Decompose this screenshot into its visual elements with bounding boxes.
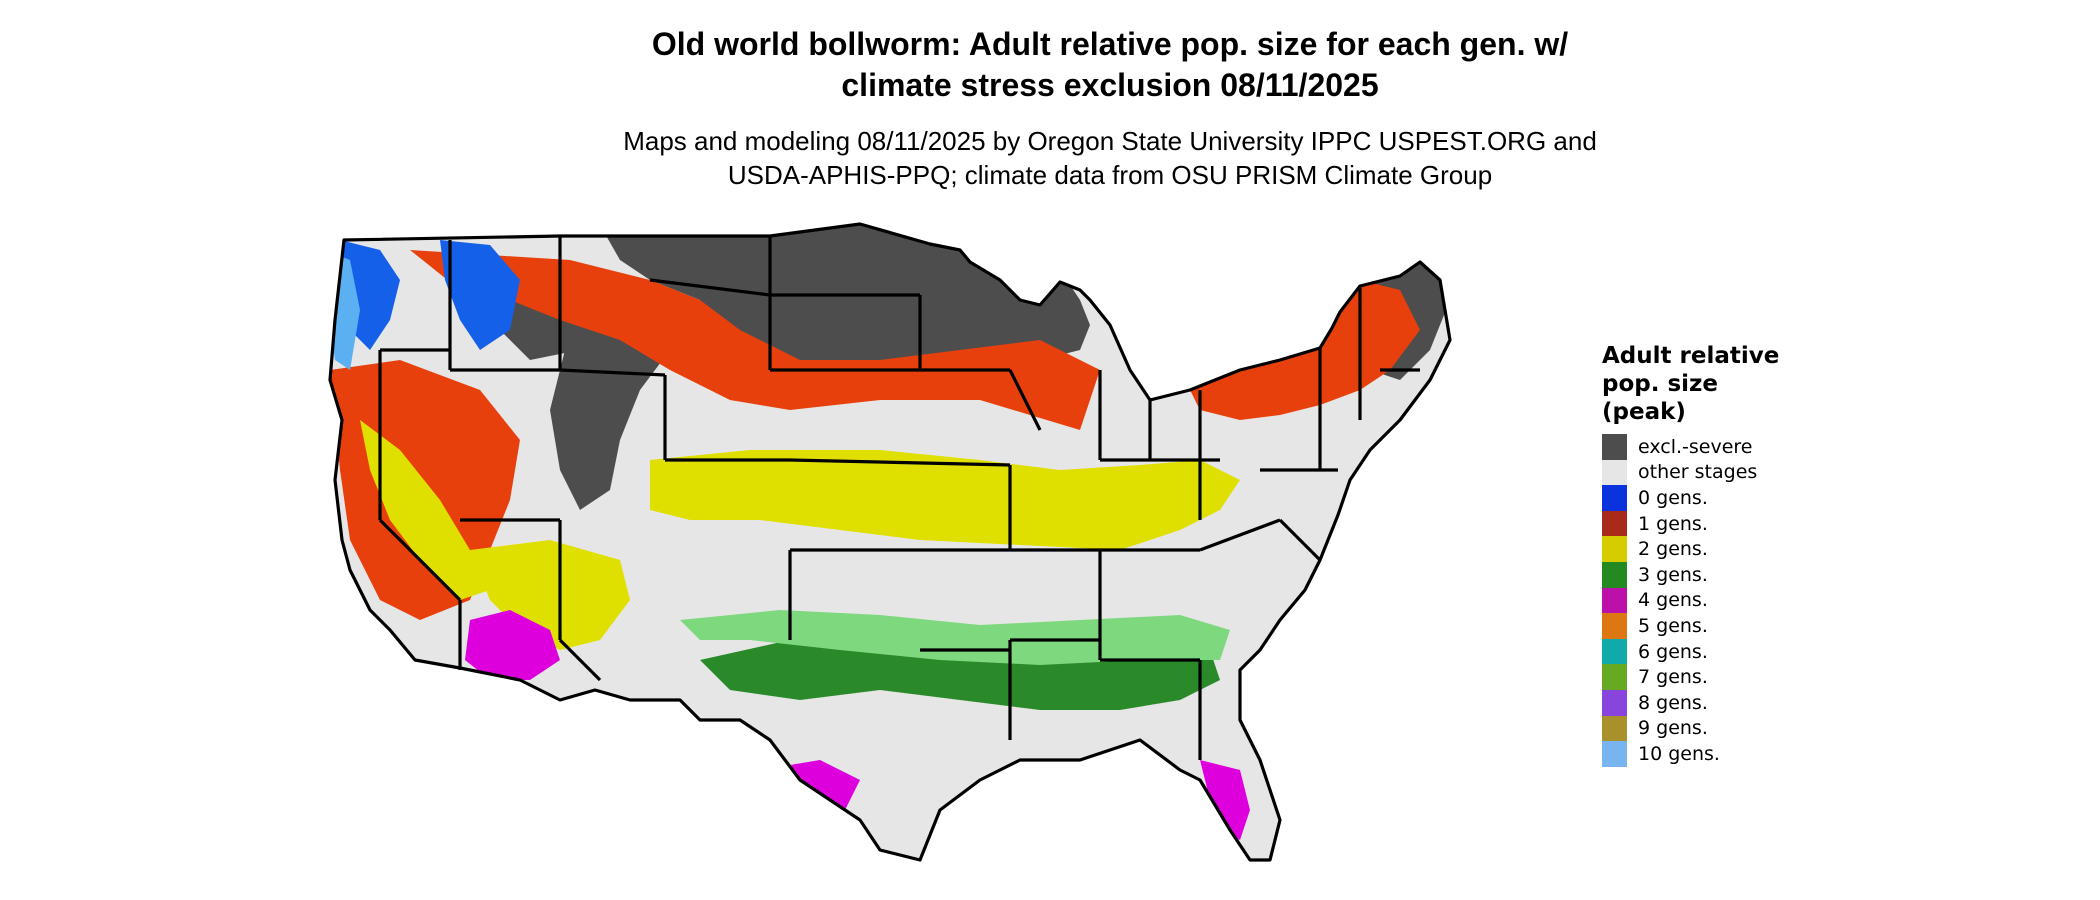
legend-item-2-gens: 2 gens. xyxy=(1602,536,1822,562)
legend-label: 4 gens. xyxy=(1638,589,1708,612)
excluded-region-rockies xyxy=(550,310,670,510)
legend-item-7-gens: 7 gens. xyxy=(1602,664,1822,690)
two-gen-central-band xyxy=(650,450,1240,550)
legend-items: excl.-severe other stages 0 gens. 1 gens… xyxy=(1602,434,1822,767)
legend-swatch xyxy=(1602,587,1627,614)
legend-item-8-gens: 8 gens. xyxy=(1602,689,1822,716)
legend-label: 5 gens. xyxy=(1638,614,1708,637)
legend-swatch xyxy=(1602,510,1627,537)
one-gen-north-band xyxy=(410,250,1100,430)
legend-swatch xyxy=(1602,664,1627,690)
legend-swatch xyxy=(1602,689,1627,716)
legend-label: 9 gens. xyxy=(1638,717,1708,740)
legend-title-line-1: Adult relative xyxy=(1602,343,1780,369)
legend-label: 6 gens. xyxy=(1638,640,1708,663)
legend-swatch xyxy=(1602,715,1627,742)
legend-label: 0 gens. xyxy=(1638,486,1708,509)
legend-label: 1 gens. xyxy=(1638,512,1708,535)
map-title-line-2: climate stress exclusion 08/11/2025 xyxy=(841,67,1379,103)
legend-title: Adult relative pop. size (peak) xyxy=(1602,342,1822,426)
legend-item-other-stages: other stages xyxy=(1602,459,1822,486)
us-map xyxy=(328,222,1452,862)
legend-item-10-gens: 10 gens. xyxy=(1602,741,1822,767)
map-subtitle: Maps and modeling 08/11/2025 by Oregon S… xyxy=(330,124,1890,192)
legend-item-9-gens: 9 gens. xyxy=(1602,715,1822,742)
legend-label: 8 gens. xyxy=(1638,691,1708,714)
legend-item-6-gens: 6 gens. xyxy=(1602,638,1822,665)
legend-item-0-gens: 0 gens. xyxy=(1602,485,1822,511)
legend-swatch xyxy=(1602,613,1627,639)
legend-swatch xyxy=(1602,741,1627,767)
legend-label: 2 gens. xyxy=(1638,538,1708,561)
four-gen-arizona xyxy=(465,610,560,680)
state-boundary-lines xyxy=(378,236,1420,760)
zero-gen-idaho xyxy=(440,240,520,350)
legend-item-1-gens: 1 gens. xyxy=(1602,510,1822,537)
map-subtitle-line-1: Maps and modeling 08/11/2025 by Oregon S… xyxy=(623,126,1597,156)
two-gen-california-band xyxy=(360,420,490,600)
legend-item-3-gens: 3 gens. xyxy=(1602,561,1822,588)
legend-swatch xyxy=(1602,434,1627,460)
map-legend: Adult relative pop. size (peak) excl.-se… xyxy=(1602,342,1822,767)
legend-label: other stages xyxy=(1638,461,1758,484)
three-gen-light-fringe xyxy=(680,610,1230,665)
legend-label: 10 gens. xyxy=(1638,742,1720,765)
legend-item-excl-severe: excl.-severe xyxy=(1602,434,1822,460)
legend-label: 7 gens. xyxy=(1638,666,1708,689)
legend-swatch xyxy=(1602,638,1627,665)
map-raster-layer xyxy=(330,224,1450,860)
state-borders xyxy=(328,222,1452,862)
legend-item-5-gens: 5 gens. xyxy=(1602,613,1822,639)
map-title-line-1: Old world bollworm: Adult relative pop. … xyxy=(651,26,1569,62)
legend-title-line-2: pop. size xyxy=(1602,371,1719,397)
map-title: Old world bollworm: Adult relative pop. … xyxy=(330,24,1890,106)
legend-label: 3 gens. xyxy=(1638,563,1708,586)
legend-title-line-3: (peak) xyxy=(1602,399,1686,425)
four-gen-florida xyxy=(1200,760,1250,840)
legend-swatch xyxy=(1602,459,1627,486)
legend-swatch xyxy=(1602,485,1627,511)
legend-label: excl.-severe xyxy=(1638,435,1753,458)
legend-item-4-gens: 4 gens. xyxy=(1602,587,1822,614)
map-subtitle-line-2: USDA-APHIS-PPQ; climate data from OSU PR… xyxy=(727,160,1493,190)
legend-swatch xyxy=(1602,561,1627,588)
two-gen-southwest-band xyxy=(470,540,630,650)
legend-swatch xyxy=(1602,536,1627,562)
